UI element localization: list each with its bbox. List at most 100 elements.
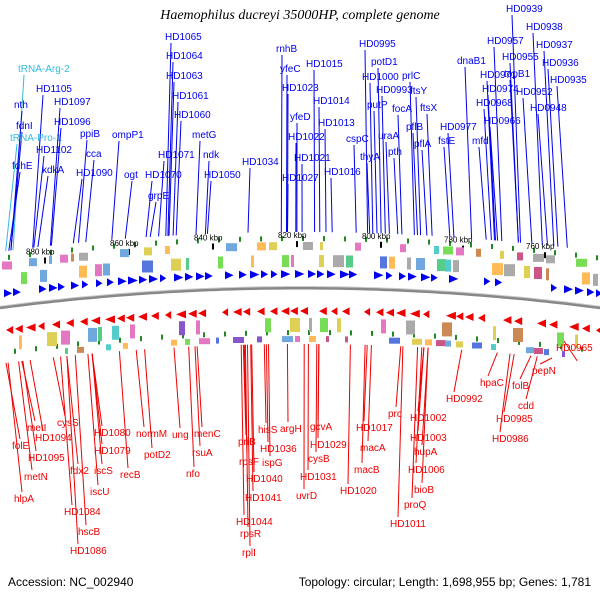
reverse-leader-line [18,361,33,471]
reverse-gene-arrow [503,316,512,325]
reverse-gene-arrow [6,326,14,334]
forward-leader-line [247,167,251,233]
cog-category-box [40,269,47,282]
scale-tick [155,240,157,246]
scale-tick [308,330,310,335]
reverse-leader-line [411,346,419,499]
forward-gene-arrow [431,273,438,282]
forward-gene-label: pflB [406,122,424,133]
forward-gene-arrow [71,281,80,290]
reverse-leader-line [417,347,425,432]
forward-gene-arrow [58,282,65,291]
forward-gene-label: HD1034 [242,157,279,168]
scale-tick [35,346,37,352]
reverse-gene-arrow [331,307,338,316]
reverse-leader-line [7,362,23,493]
genome-backbone [0,286,600,310]
cog-category-box [500,250,504,259]
forward-leader-line [204,160,210,235]
cog-category-box [71,253,74,262]
forward-gene-label: HD1097 [54,97,91,108]
scale-tick [428,239,430,245]
forward-gene-arrow [575,286,584,295]
scale-tick [518,339,520,345]
forward-leader-line [522,97,533,244]
forward-leader-line [397,114,403,235]
forward-gene-arrow [174,273,184,282]
forward-gene-label: HD1064 [166,51,203,62]
cog-category-box [437,259,446,272]
reverse-gene-arrow [15,324,23,333]
forward-gene-arrow [239,270,247,279]
forward-gene-label: HD1027 [282,173,319,184]
scale-tick [218,237,220,243]
forward-gene-arrow [196,272,205,281]
reverse-leader-line [317,344,320,439]
cog-category-box [295,336,300,342]
reverse-gene-label: prc [388,409,402,420]
forward-leader-line [537,113,548,246]
forward-gene-label: HD0938 [526,22,563,33]
forward-leader-line [287,183,289,233]
reverse-leader-line [66,355,79,545]
reverse-gene-arrow [514,317,523,326]
scale-labels: 880 kbp 860 kbp 840 kbp 820 kbp 800 kbp 780 k… [26,231,555,264]
reverse-gene-label: HD1094 [35,433,72,444]
scale-tick [224,331,226,337]
cog-category-box [49,255,52,264]
reverse-gene-arrow [165,311,172,319]
forward-leader-line [369,82,374,234]
length-value: 1,698,955 bp; [442,575,516,589]
forward-gene-label: HD0993 [376,85,413,96]
cog-category-box [472,342,482,349]
forward-leader-line [377,67,382,234]
forward-leader-line [167,61,174,236]
reverse-gene-arrow [596,327,600,333]
forward-gene-arrow [386,271,393,280]
scale-tick [77,341,79,347]
cog-category-box [29,258,37,267]
forward-gene-arrow [107,278,114,287]
forward-gene-label: HD0995 [359,39,396,50]
reverse-gene-label: normM [136,429,167,440]
forward-gene-label: yfeC [280,64,301,75]
cog-category-box [171,339,177,346]
reverse-leader-line [286,343,289,423]
reverse-leader-line [52,357,66,417]
reverse-gene-label: nfo [186,469,200,480]
scale-tick [197,238,199,244]
cog-category-box [218,256,223,269]
reverse-leader-line [525,356,538,400]
forward-gene-arrow [349,270,358,279]
reverse-leader-line [367,345,372,442]
reverse-gene-arrow [582,324,590,333]
forward-gene-arrow [340,270,350,279]
cog-category-box [19,335,22,350]
scale-label: 840 kbp [194,234,223,243]
reverse-gene-label: cdd [518,401,534,412]
reverse-gene-arrow [66,319,74,327]
forward-gene-label: HD1105 [36,84,72,95]
scale-label: 800 kbp [362,232,391,241]
cog-category-box [309,318,312,332]
scale-tick [344,236,346,242]
reverse-gene-arrow [396,309,406,317]
cog-category-box [216,337,219,344]
forward-gene-arrow [128,276,138,285]
reverse-gene-label: rsuA [192,448,213,459]
reverse-leader-line [250,344,254,492]
forward-gene-label: HD1096 [54,117,91,128]
forward-gene-arrow [39,285,47,293]
cog-category-box [130,324,135,339]
forward-leader-line [381,95,386,234]
reverse-gene-label: iscS [94,466,113,477]
genes-label: Genes: [518,575,558,589]
forward-gene-label: HD0937 [536,40,573,51]
forward-gene-label: thyA [360,152,380,163]
cog-category-box [513,328,523,342]
reverse-gene-label: metI [27,423,46,434]
scale-tick [449,240,451,246]
cog-category-box [179,321,185,336]
cog-category-box [171,258,181,271]
reverse-gene-arrow [26,323,36,332]
